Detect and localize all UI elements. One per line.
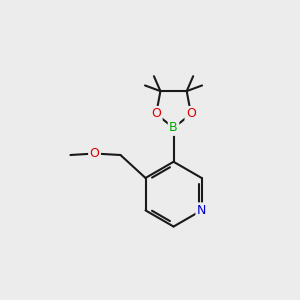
Text: O: O — [90, 147, 100, 160]
Text: O: O — [186, 107, 196, 120]
Text: N: N — [197, 204, 206, 217]
Text: O: O — [151, 107, 161, 120]
Text: B: B — [169, 122, 178, 134]
